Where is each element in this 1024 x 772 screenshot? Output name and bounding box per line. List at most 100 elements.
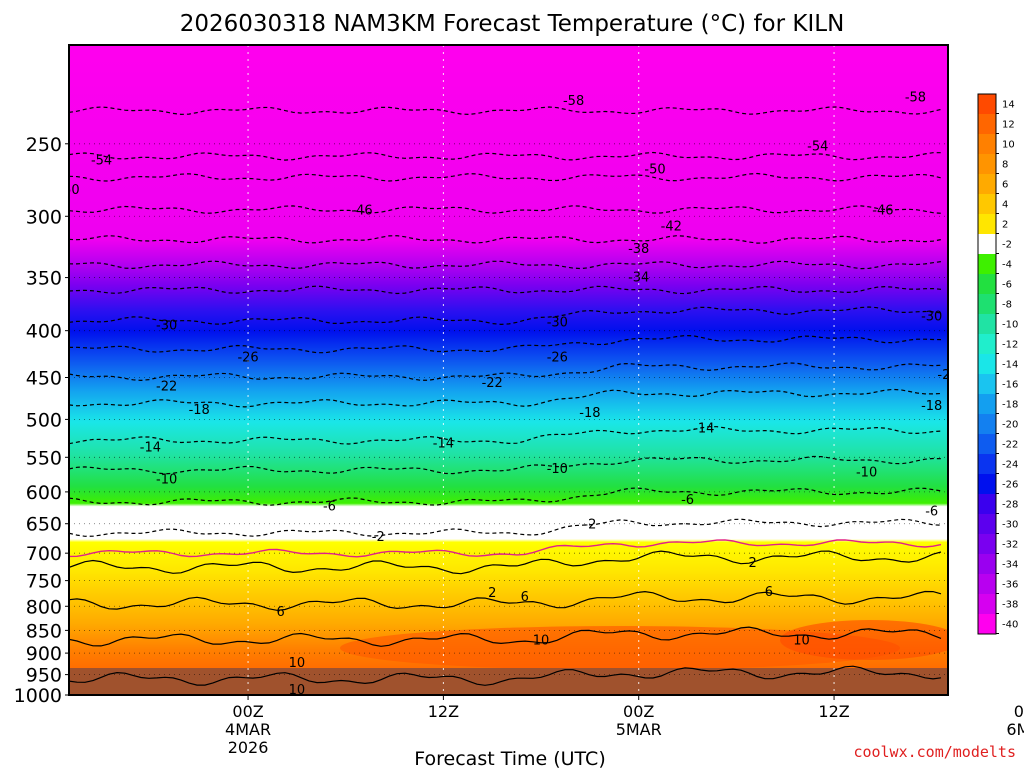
isotherm-line	[69, 550, 942, 575]
colorbar-swatch	[978, 574, 996, 594]
contour-label: 6	[276, 605, 284, 620]
y-tick-label: 600	[26, 482, 62, 504]
y-tick-label: 400	[26, 321, 62, 343]
colorbar-label: -24	[1002, 460, 1018, 471]
contour-label: -10	[547, 462, 568, 477]
contour-label: -42	[661, 219, 682, 234]
contour-label: -6	[925, 505, 938, 520]
contour-label: -18	[921, 399, 942, 414]
y-tick-label: 250	[26, 134, 62, 156]
ground-layer	[69, 668, 948, 695]
contour-label: -26	[237, 351, 258, 366]
contour-label: -6	[323, 500, 336, 515]
colorbar-label: -30	[1002, 520, 1018, 531]
contour-label: -34	[628, 270, 649, 285]
contour-label: -26	[547, 351, 568, 366]
colorbar-label: -10	[1002, 320, 1018, 331]
y-tick-label: 950	[26, 665, 62, 687]
contour-label: -50	[954, 162, 975, 177]
colorbar-swatch	[978, 314, 996, 334]
colorbar-label: -40	[1002, 620, 1018, 631]
colorbar-label: -4	[1002, 260, 1012, 271]
contour-label: 10	[289, 656, 306, 671]
contour-label: 10	[533, 634, 550, 649]
colorbar-label: 12	[1002, 120, 1015, 131]
contour-label: -22	[156, 379, 177, 394]
contour-label: -22	[937, 368, 958, 383]
contour-label: -10	[156, 472, 177, 487]
colorbar-swatch	[978, 214, 996, 234]
plot-border	[68, 44, 949, 696]
contour-label: -58	[563, 94, 584, 109]
colorbar-swatch	[978, 134, 996, 154]
plot-area: -58-58-54-54-50-50-50-46-46-42-42-42-38-…	[42, 45, 975, 695]
contour-label: 10	[793, 634, 810, 649]
isotherm-line	[69, 539, 942, 558]
isotherm-line	[69, 665, 942, 686]
contour-label: -50	[644, 162, 665, 177]
y-tick-label: 350	[26, 268, 62, 290]
x-tick-label: 00Z	[232, 702, 263, 721]
colorbar-swatch	[978, 454, 996, 474]
x-tick-label: 12Z	[428, 702, 459, 721]
y-tick-label: 700	[26, 543, 62, 565]
contour-label: -14	[433, 437, 454, 452]
colorbar-swatch	[978, 334, 996, 354]
temperature-field	[69, 45, 948, 695]
colorbar-swatch	[978, 414, 996, 434]
y-tick-label: 1000	[14, 685, 62, 707]
colorbar-swatch	[978, 494, 996, 514]
contour-label: -46	[351, 204, 372, 219]
colorbar-swatch	[978, 474, 996, 494]
contour-label: -6	[681, 493, 694, 508]
colorbar-swatch	[978, 254, 996, 274]
colorbar-label: -6	[1002, 280, 1012, 291]
colorbar-label: 2	[1002, 220, 1008, 231]
contour-label: -14	[693, 421, 714, 436]
colorbar-border	[977, 93, 997, 635]
warm-core-region	[340, 626, 900, 670]
colorbar-label: -12	[1002, 340, 1018, 351]
contour-label: -18	[189, 403, 210, 418]
contour-label: -14	[140, 440, 161, 455]
x-tick-label: 12Z	[818, 702, 849, 721]
credit-text: coolwx.com/modelts	[853, 743, 1016, 761]
y-tick-label: 800	[26, 596, 62, 618]
colorbar-swatch	[978, 154, 996, 174]
colorbar-swatch	[978, 434, 996, 454]
y-tick-label: 300	[26, 206, 62, 228]
y-tick-label: 450	[26, 368, 62, 390]
x-tick-label: 4MAR	[225, 720, 271, 739]
colorbar-label: -18	[1002, 400, 1018, 411]
y-tick-label: 850	[26, 620, 62, 642]
contour-label: -2	[583, 518, 596, 533]
contour-label: -22	[482, 376, 503, 391]
contour-label: 6	[765, 585, 773, 600]
colorbar-swatch	[978, 554, 996, 574]
colorbar-swatch	[978, 234, 996, 254]
y-tick-label: 900	[26, 643, 62, 665]
contour-label: -30	[921, 309, 942, 324]
y-tick-label: 550	[26, 447, 62, 469]
colorbar-legend: 14 12 10 8 6 4 2 -2 -4 -6 -8 -10 -12 -14 -16 -18 -20 -22 -…	[977, 93, 1018, 635]
colorbar-label: 8	[1002, 160, 1008, 171]
colorbar-label: -14	[1002, 360, 1018, 371]
contour-label: -54	[91, 153, 112, 168]
colorbar-label: -22	[1002, 440, 1018, 451]
contour-labels: -58-58-54-54-50-50-50-46-46-42-42-42-38-…	[42, 91, 975, 695]
colorbar-label: -32	[1002, 540, 1018, 551]
colorbar-swatch	[978, 114, 996, 134]
contour-label: -42	[42, 231, 63, 246]
contour-label: -30	[547, 316, 568, 331]
y-tick-label: 750	[26, 571, 62, 593]
x-axis: 00Z4MAR202612Z00Z5MAR12Z00Z6MAR	[225, 695, 1024, 757]
colorbar-label: -8	[1002, 300, 1012, 311]
colorbar-label: -34	[1002, 560, 1018, 571]
colorbar-label: -20	[1002, 420, 1018, 431]
x-tick-label: 6MAR	[1006, 720, 1024, 739]
x-tick-label: 2026	[228, 738, 269, 757]
y-tick-label: 650	[26, 514, 62, 536]
y-tick-label: 500	[26, 409, 62, 431]
colorbar-swatch	[978, 354, 996, 374]
